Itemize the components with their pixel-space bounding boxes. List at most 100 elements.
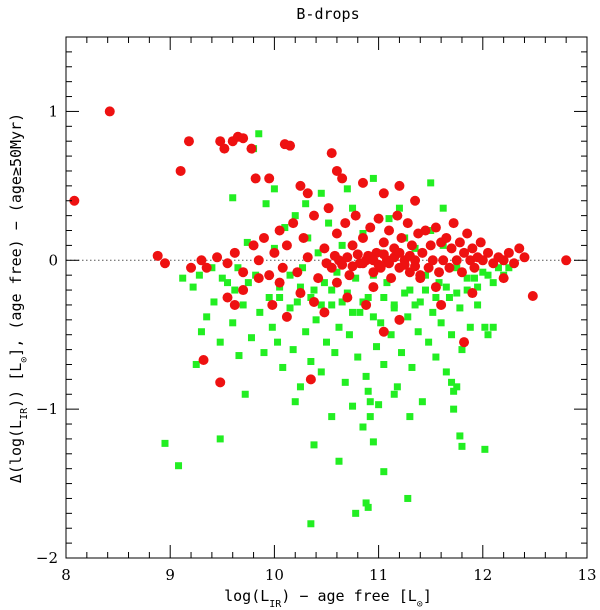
green-square-point bbox=[175, 462, 183, 470]
green-square-point bbox=[463, 274, 471, 282]
red-circle-point bbox=[386, 273, 397, 284]
axes: 8 9 10 11 12 13 −2 −1 0 1 bbox=[36, 36, 597, 584]
green-square-point bbox=[489, 279, 497, 287]
red-circle-point bbox=[399, 259, 410, 270]
green-square-point bbox=[352, 274, 360, 282]
green-square-point bbox=[262, 200, 270, 208]
green-square-point bbox=[448, 378, 456, 386]
green-square-point bbox=[210, 298, 218, 306]
green-square-point bbox=[427, 227, 435, 235]
green-square-point bbox=[458, 346, 466, 354]
red-circle-point bbox=[264, 173, 275, 184]
green-square-point bbox=[276, 294, 284, 301]
green-square-point bbox=[439, 204, 447, 212]
green-square-point bbox=[345, 331, 353, 339]
green-square-point bbox=[354, 353, 362, 361]
green-square-point bbox=[224, 279, 232, 287]
red-circle-point bbox=[212, 252, 223, 263]
red-circle-point bbox=[425, 240, 436, 251]
green-square-point bbox=[307, 520, 315, 528]
green-square-point bbox=[239, 301, 247, 309]
green-square-point bbox=[307, 358, 315, 366]
red-circle-point bbox=[219, 143, 230, 154]
green-square-point bbox=[255, 130, 263, 138]
x-tick-label: 11 bbox=[369, 566, 388, 584]
green-square-point bbox=[390, 390, 398, 398]
green-square-point bbox=[416, 298, 424, 306]
red-circle-point bbox=[436, 299, 447, 310]
red-circle-point bbox=[378, 188, 389, 199]
green-square-point bbox=[377, 319, 385, 327]
green-square-point bbox=[302, 200, 310, 208]
red-circle-point bbox=[427, 255, 438, 266]
red-circle-point bbox=[394, 247, 405, 258]
red-circle-point bbox=[198, 355, 209, 366]
green-square-point bbox=[279, 363, 287, 371]
red-circle-point bbox=[483, 247, 494, 258]
green-square-point bbox=[418, 398, 426, 406]
red-circle-point bbox=[238, 133, 249, 144]
red-circle-point bbox=[430, 222, 441, 233]
green-square-point bbox=[349, 204, 357, 212]
green-square-point bbox=[338, 298, 346, 306]
green-square-point bbox=[408, 363, 416, 371]
green-square-point bbox=[296, 283, 304, 291]
red-circle-point bbox=[434, 267, 445, 278]
red-circle-point bbox=[308, 210, 319, 221]
red-circle-point bbox=[326, 148, 337, 159]
red-circle-point bbox=[340, 218, 351, 229]
green-square-point bbox=[335, 323, 343, 331]
red-circle-point bbox=[344, 270, 355, 281]
red-circle-point bbox=[183, 136, 194, 147]
red-circle-point bbox=[378, 237, 389, 248]
green-square-point bbox=[189, 283, 197, 291]
green-square-point bbox=[333, 268, 341, 276]
green-square-point bbox=[265, 294, 273, 301]
green-square-point bbox=[218, 274, 226, 282]
red-circle-point bbox=[222, 258, 233, 269]
red-circle-point bbox=[292, 267, 303, 278]
plot-frame bbox=[65, 36, 588, 559]
red-circle-point bbox=[295, 288, 306, 299]
red-circle-point bbox=[347, 261, 358, 272]
y-tick-label: 1 bbox=[48, 102, 58, 120]
red-circle-point bbox=[281, 311, 292, 322]
green-square-point bbox=[429, 308, 437, 316]
red-circle-point bbox=[404, 250, 415, 261]
green-square-point bbox=[296, 383, 304, 391]
red-circle-point bbox=[186, 262, 197, 273]
red-circle-point bbox=[384, 225, 395, 236]
green-square-point bbox=[406, 413, 414, 421]
x-tick-label: 13 bbox=[577, 566, 596, 584]
green-square-point bbox=[364, 294, 372, 301]
green-square-point bbox=[406, 286, 414, 294]
green-square-point bbox=[216, 435, 224, 443]
green-square-point bbox=[380, 294, 388, 301]
red-circle-point bbox=[406, 240, 417, 251]
red-circle-point bbox=[357, 177, 368, 188]
red-circle-point bbox=[215, 377, 226, 388]
x-tick-label: 8 bbox=[61, 566, 71, 584]
red-circle-point bbox=[454, 237, 465, 248]
red-circle-point bbox=[319, 243, 330, 254]
red-circle-point bbox=[410, 195, 421, 206]
green-square-point bbox=[291, 398, 299, 406]
green-square-point bbox=[356, 308, 364, 316]
green-square-point bbox=[293, 298, 301, 306]
green-square-point bbox=[481, 323, 489, 331]
green-square-point bbox=[314, 249, 322, 257]
green-square-point bbox=[317, 301, 325, 309]
green-square-point bbox=[268, 323, 276, 331]
red-circle-point bbox=[277, 262, 288, 273]
green-square-point bbox=[450, 405, 458, 413]
green-square-point bbox=[229, 194, 237, 202]
green-square-point bbox=[299, 264, 307, 272]
red-circle-point bbox=[229, 247, 240, 258]
green-square-point bbox=[286, 271, 294, 279]
green-square-point bbox=[192, 360, 200, 368]
y-tick-label: −1 bbox=[36, 400, 58, 418]
green-square-point bbox=[505, 264, 513, 272]
green-square-point bbox=[369, 313, 377, 321]
red-circle-point bbox=[298, 232, 309, 243]
red-circle-point bbox=[69, 195, 80, 206]
